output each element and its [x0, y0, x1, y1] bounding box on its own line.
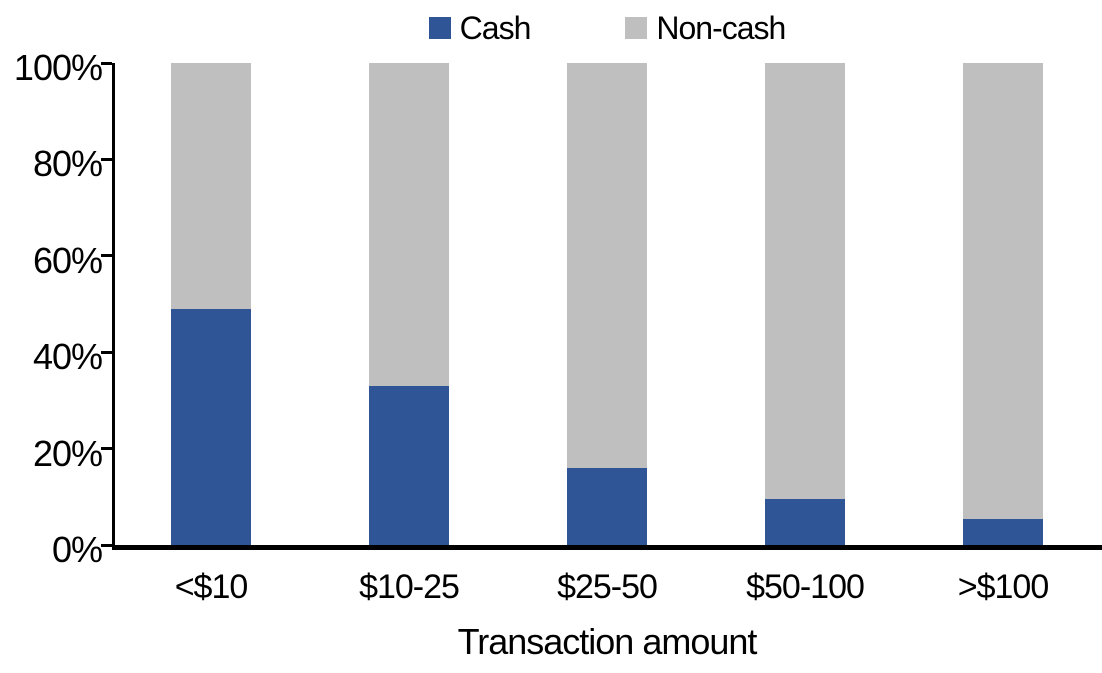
y-tick-label-80: 80% — [32, 143, 103, 185]
y-tick-60 — [101, 254, 112, 258]
plot-area: 0% 20% 40% 60% 80% 100% — [14, 50, 1102, 568]
y-tick-0 — [101, 543, 112, 547]
bar-segment-cash-10 — [171, 308, 251, 545]
x-tick-label-10: <$10 — [174, 568, 249, 606]
y-tick-label-100: 100% — [13, 47, 103, 88]
x-tick-label-10-25: $10-25 — [359, 568, 460, 606]
bar-25-50 — [567, 63, 647, 545]
y-tick-label-20: 20% — [32, 432, 103, 474]
bar-segment-cash-50-100 — [765, 499, 845, 545]
legend-swatch-cash — [428, 17, 451, 39]
bar-segment-cash-10-25 — [369, 385, 449, 545]
x-tick-label-50-100: $50-100 — [746, 568, 865, 606]
bar-50-100 — [765, 63, 845, 545]
bar-segment-non-cash-50-100 — [765, 63, 845, 500]
x-axis-title: Transaction amount — [457, 621, 758, 662]
bar-segment-non-cash-10-25 — [369, 63, 449, 386]
y-tick-label-0: 0% — [51, 529, 103, 570]
bar-segment-non-cash-10 — [171, 63, 251, 309]
x-tick-label-100: >$100 — [957, 568, 1050, 606]
legend-item-cash: Cash — [428, 10, 532, 46]
legend: Cash Non-cash — [112, 12, 1102, 44]
y-tick-label-60: 60% — [32, 239, 103, 281]
legend-label-non-cash: Non-cash — [656, 10, 786, 46]
bar-segment-cash-25-50 — [567, 467, 647, 545]
bar-100 — [963, 63, 1043, 545]
y-tick-20 — [101, 447, 112, 451]
bar-10 — [171, 63, 251, 545]
legend-label-cash: Cash — [459, 10, 532, 46]
x-axis-labels: <$10 $10-25 $25-50 $50-100 >$100 — [112, 570, 1102, 610]
legend-item-non-cash: Non-cash — [625, 10, 786, 46]
x-tick-label-25-50: $25-50 — [557, 568, 658, 606]
y-axis-line — [112, 63, 115, 550]
y-tick-80 — [101, 157, 112, 161]
y-tick-label-40: 40% — [32, 336, 103, 378]
bar-10-25 — [369, 63, 449, 545]
bar-segment-non-cash-100 — [963, 63, 1043, 519]
bar-segment-cash-100 — [963, 518, 1043, 545]
y-tick-100 — [101, 61, 112, 65]
x-axis-line — [112, 545, 1102, 550]
y-tick-40 — [101, 350, 112, 354]
legend-swatch-non-cash — [625, 17, 648, 39]
bar-segment-non-cash-25-50 — [567, 63, 647, 468]
